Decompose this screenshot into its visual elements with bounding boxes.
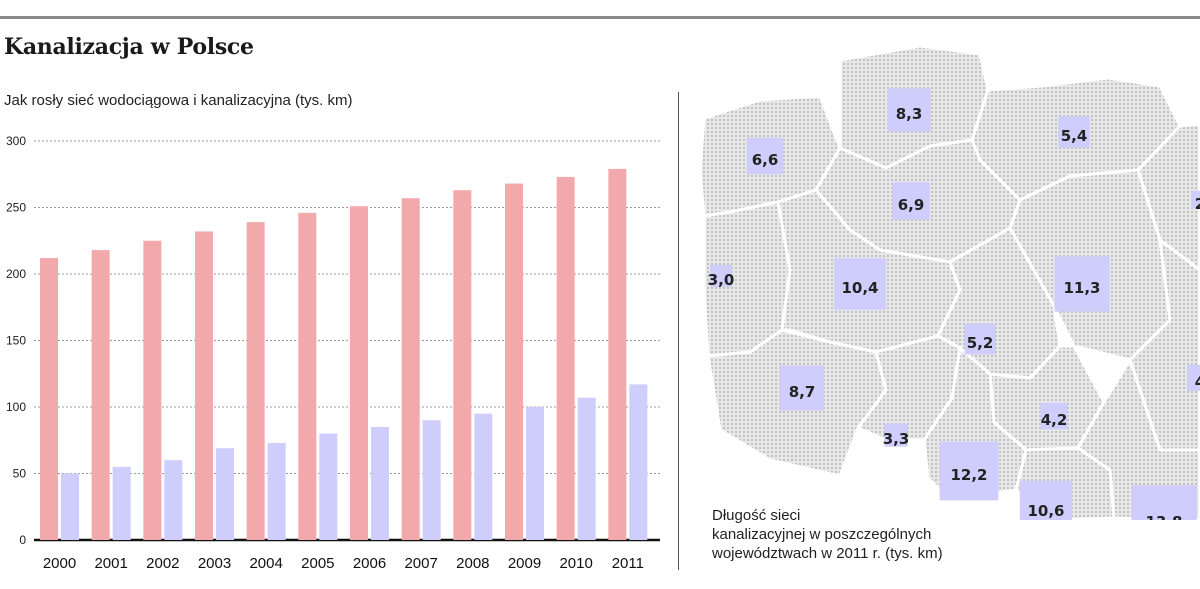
bar-chart: 0 50 100 150 200 250 300 2000 2001 2002 2003 2004 20… — [6, 134, 660, 572]
bar-water-2007 — [401, 198, 420, 540]
x-tick-label: 2010 — [559, 555, 592, 572]
bar-water-2002 — [143, 240, 162, 540]
marker-dolnośląskie — [779, 365, 825, 411]
bar-water-2005 — [298, 212, 317, 540]
top-rule — [0, 16, 1200, 19]
bar-sewer-2009 — [526, 407, 544, 540]
poland-map: 6,6 8,3 5,4 2 6,9 3,0 10,4 11,3 5,2 4 8,7 3,3 4,2 12,… — [698, 44, 1200, 520]
marker-lubelskie — [1187, 365, 1200, 391]
bar-water-2009 — [505, 183, 523, 540]
page-title: Kanalizacja w Polsce — [4, 34, 254, 60]
x-tick-label: 2000 — [43, 555, 76, 572]
chart-grid — [34, 140, 660, 542]
map-regions — [698, 44, 1200, 520]
y-tick-label: 150 — [6, 334, 26, 348]
x-tick-label: 2006 — [353, 555, 386, 572]
x-tick-label: 2007 — [404, 555, 437, 572]
region-value-mazowieckie: 11,3 — [1063, 279, 1100, 297]
x-tick-label: 2003 — [198, 555, 231, 572]
y-tick-label: 100 — [6, 400, 26, 414]
region-value-wielkopolskie: 10,4 — [841, 279, 878, 297]
bar-sewer-2004 — [267, 442, 286, 540]
x-tick-label: 2009 — [508, 555, 541, 572]
region-value-warmińsko-mazurskie: 5,4 — [1061, 127, 1088, 145]
bar-water-2006 — [350, 206, 368, 541]
marker-łódzkie — [964, 323, 996, 355]
region-value-kujawsko-pomorskie: 6,9 — [898, 196, 925, 214]
x-tick-label: 2011 — [612, 555, 644, 572]
bar-sewer-2011 — [629, 384, 648, 540]
region-value-zachodniopomorskie: 6,6 — [752, 151, 779, 169]
region-value-małopolskie: 10,6 — [1027, 502, 1064, 520]
marker-podkarpackie — [1131, 485, 1197, 520]
bar-sewer-2008 — [474, 413, 493, 540]
x-tick-label: 2004 — [249, 555, 282, 572]
chart-labels: 0 50 100 150 200 250 300 2000 2001 2002 2003 2004 20… — [6, 134, 644, 572]
bar-sewer-2003 — [216, 448, 234, 540]
bar-water-2011 — [608, 168, 627, 540]
map-markers: 6,6 8,3 5,4 2 6,9 3,0 10,4 11,3 5,2 4 8,7 3,3 4,2 12,… — [708, 88, 1200, 520]
marker-warmińsko-mazurskie — [1058, 116, 1090, 148]
bar-sewer-2002 — [164, 460, 183, 540]
region-value-lubuskie: 3,0 — [708, 271, 735, 289]
y-tick-label: 0 — [19, 533, 26, 547]
region-podkarpackie — [1076, 358, 1200, 520]
bar-water-2000 — [40, 258, 58, 540]
map-caption: Długość sieci kanalizacyjnej w poszczegó… — [712, 506, 943, 563]
bar-sewer-2010 — [577, 397, 596, 540]
map-caption-line-1: Długość sieci — [712, 507, 801, 524]
bar-water-2003 — [195, 231, 213, 540]
marker-małopolskie — [1019, 480, 1073, 520]
marker-kujawsko-pomorskie — [892, 182, 930, 220]
region-value-opolskie: 3,3 — [883, 430, 910, 448]
chart-bars — [40, 168, 648, 541]
x-tick-label: 2008 — [456, 555, 489, 572]
y-tick-label: 200 — [6, 267, 26, 281]
x-tick-label: 2001 — [94, 555, 127, 572]
bar-sewer-2007 — [422, 420, 441, 540]
marker-podlaskie — [1191, 191, 1200, 209]
bar-water-2008 — [453, 190, 472, 540]
region-value-śląskie: 12,2 — [950, 466, 987, 484]
chart-subtitle: Jak rosły sieć wodociągowa i kanalizacyj… — [4, 92, 353, 109]
x-tick-label: 2005 — [301, 555, 334, 572]
region-value-podkarpackie: 13,8 — [1145, 513, 1182, 520]
marker-pomorskie — [887, 88, 931, 132]
bar-water-2010 — [556, 176, 575, 540]
marker-zachodniopomorskie — [746, 137, 784, 175]
bar-sewer-2001 — [112, 466, 131, 540]
y-tick-label: 50 — [13, 467, 27, 481]
region-value-lubelskie: 4 — [1195, 373, 1200, 391]
marker-lubuskie — [710, 265, 732, 287]
region-value-świętokrzyskie: 4,2 — [1041, 411, 1068, 429]
region-value-podlaskie: 2 — [1195, 195, 1200, 213]
marker-mazowieckie — [1054, 256, 1110, 312]
marker-śląskie — [939, 441, 999, 501]
bar-water-2004 — [246, 222, 265, 540]
bar-water-2001 — [91, 250, 110, 540]
map-caption-line-3: województwach w 2011 r. (tys. km) — [712, 545, 943, 562]
y-tick-label: 300 — [6, 134, 26, 148]
y-tick-label: 250 — [6, 201, 26, 215]
bar-sewer-2000 — [61, 473, 79, 540]
marker-świętokrzyskie — [1040, 402, 1068, 430]
map-caption-line-2: kanalizacyjnej w poszczególnych — [712, 526, 932, 543]
marker-opolskie — [884, 423, 908, 447]
bar-sewer-2006 — [371, 426, 389, 540]
region-value-łódzkie: 5,2 — [967, 334, 994, 352]
region-value-dolnośląskie: 8,7 — [789, 383, 816, 401]
panel-divider — [678, 92, 679, 570]
bar-sewer-2005 — [319, 433, 338, 540]
region-value-pomorskie: 8,3 — [896, 105, 923, 123]
x-tick-label: 2002 — [146, 555, 179, 572]
marker-wielkopolskie — [834, 258, 886, 310]
